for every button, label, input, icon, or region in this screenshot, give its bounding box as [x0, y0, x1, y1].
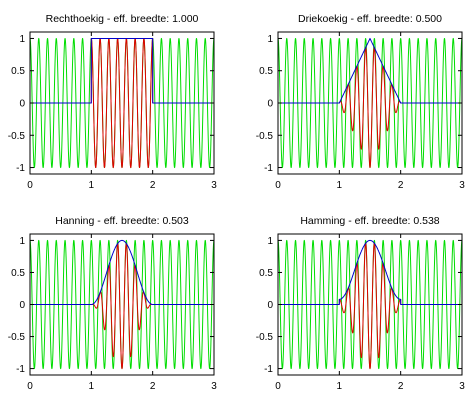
x-tick-label: 0 — [27, 381, 33, 392]
x-tick-label: 3 — [211, 180, 217, 191]
y-tick-label: 0.5 — [259, 66, 273, 77]
subplot-hanning: Hanning - eff. breedte: 0.503 0 1 2 3 -1 -0.5 0… — [8, 215, 217, 392]
y-tick-label: -0.5 — [256, 332, 274, 343]
plot-lines — [278, 239, 462, 370]
y-tick-label: 1 — [19, 236, 25, 247]
x-tick-label: 2 — [398, 180, 404, 191]
x-tick-label: 0 — [275, 180, 281, 191]
subplot-triangle: Driekoekig - eff. breedte: 0.500 0 1 2 3 -1 -0… — [256, 13, 465, 191]
series-line-window — [30, 239, 214, 305]
x-tick-label: 1 — [337, 381, 343, 392]
y-tick-label: -0.5 — [256, 131, 274, 142]
y-tick-label: 1 — [267, 236, 273, 247]
y-tick-label: 0.5 — [259, 268, 273, 279]
y-tick-label: -0.5 — [8, 131, 26, 142]
y-tick-label: 0 — [267, 99, 273, 110]
subplot-title: Driekoekig - eff. breedte: 0.500 — [298, 13, 442, 25]
subplot-title: Rechthoekig - eff. breedte: 1.000 — [46, 13, 199, 25]
x-tick-label: 2 — [398, 381, 404, 392]
subplot-title: Hanning - eff. breedte: 0.503 — [55, 215, 189, 227]
y-tick-label: -1 — [16, 163, 25, 174]
x-tick-label: 2 — [150, 180, 156, 191]
x-tick-label: 1 — [337, 180, 343, 191]
x-tick-label: 0 — [27, 180, 33, 191]
series-line-window — [30, 37, 214, 104]
y-tick-label: -0.5 — [8, 332, 26, 343]
series-line-window — [278, 239, 462, 305]
plot-lines — [278, 37, 462, 169]
y-tick-label: 1 — [19, 34, 25, 45]
y-tick-label: -1 — [264, 364, 273, 375]
x-tick-label: 0 — [275, 381, 281, 392]
y-tick-label: 1 — [267, 34, 273, 45]
x-tick-label: 3 — [459, 381, 465, 392]
y-tick-label: 0 — [19, 99, 25, 110]
x-tick-label: 1 — [89, 180, 95, 191]
plot-lines — [30, 239, 214, 370]
y-tick-label: 0 — [19, 300, 25, 311]
y-tick-label: 0.5 — [11, 66, 25, 77]
subplot-rect: Rechthoekig - eff. breedte: 1.000 0 1 2 3 -1 -… — [8, 13, 217, 191]
subplot-hamming: Hamming - eff. breedte: 0.538 0 1 2 3 -1 -0.5 0… — [256, 215, 465, 392]
x-tick-label: 2 — [150, 381, 156, 392]
y-tick-label: 0.5 — [11, 268, 25, 279]
x-tick-label: 3 — [459, 180, 465, 191]
y-tick-label: 0 — [267, 300, 273, 311]
subplot-title: Hamming - eff. breedte: 0.538 — [300, 215, 439, 227]
x-tick-label: 3 — [211, 381, 217, 392]
x-tick-label: 1 — [89, 381, 95, 392]
plot-lines — [30, 37, 214, 169]
y-tick-label: -1 — [16, 364, 25, 375]
series-line-window — [278, 37, 462, 104]
y-tick-label: -1 — [264, 163, 273, 174]
